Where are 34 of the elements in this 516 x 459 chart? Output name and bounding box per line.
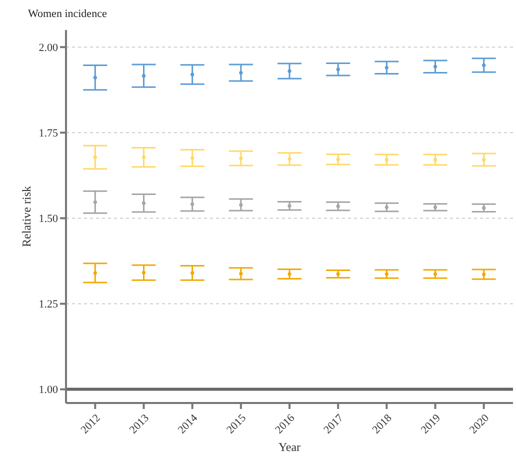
point [239, 156, 243, 160]
point [384, 66, 388, 70]
point [288, 157, 292, 161]
point [142, 270, 146, 274]
point [288, 272, 292, 276]
point [239, 70, 243, 75]
point [93, 271, 97, 275]
point [93, 156, 97, 160]
point [336, 68, 340, 72]
point [93, 200, 97, 204]
point [288, 204, 292, 208]
y-tick-label: 1.00 [38, 384, 58, 396]
y-tick-label: 1.75 [38, 128, 58, 140]
point [384, 272, 388, 276]
y-tick-label: 1.50 [38, 213, 58, 226]
point [482, 272, 486, 276]
point [239, 272, 243, 276]
point [93, 76, 97, 80]
point [433, 272, 438, 276]
point [336, 158, 340, 162]
y-axis-title: Relative risk [19, 186, 34, 247]
point [288, 69, 292, 73]
point [190, 271, 194, 275]
chart-title: Women incidence [28, 8, 107, 20]
y-tick-label: 2.00 [38, 42, 58, 54]
point [190, 72, 194, 76]
point [239, 203, 243, 207]
point [384, 158, 388, 162]
point [482, 63, 486, 68]
x-axis-title: Year [278, 440, 301, 454]
point [482, 158, 486, 162]
point [190, 156, 194, 160]
point [190, 202, 194, 206]
y-tick-label: 1.25 [38, 298, 58, 311]
